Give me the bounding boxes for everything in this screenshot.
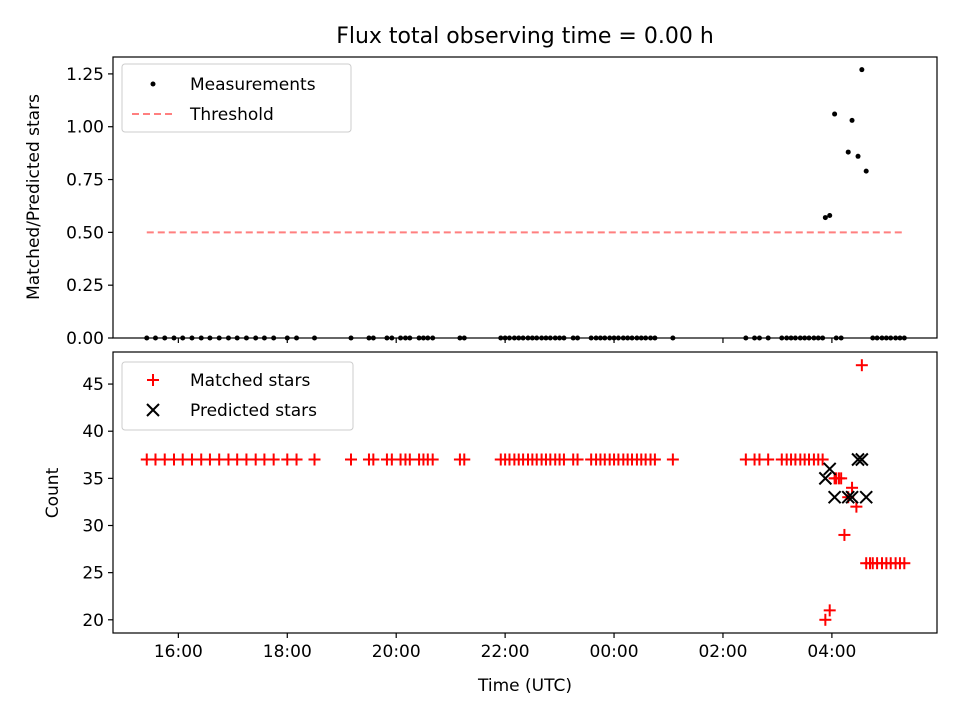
- counts-axes-frame: [112, 351, 938, 634]
- matched-star-marker: [267, 453, 280, 466]
- ratio-ytick-label: 1.25: [66, 65, 104, 85]
- matched-star-marker: [666, 453, 679, 466]
- ratio-axes-frame: [112, 56, 938, 339]
- counts-ytick-label: 20: [82, 611, 104, 631]
- ratio-y-ticks: 0.00 0.25 0.50 0.75 1.00 1.25: [66, 65, 113, 349]
- legend-matched-marker: [147, 374, 159, 386]
- matched-star-marker: [846, 481, 859, 494]
- measurement-point: [822, 215, 828, 221]
- counts-xtick-label: 02:00: [698, 642, 747, 662]
- chart-title: Flux total observing time = 0.00 h: [336, 24, 714, 49]
- ratio-legend: Measurements Threshold: [121, 63, 352, 133]
- legend-threshold-label: Threshold: [189, 105, 274, 125]
- measurement-point: [855, 153, 861, 159]
- matched-star-marker: [426, 453, 439, 466]
- legend-predicted-label: Predicted stars: [190, 401, 317, 421]
- matched-star-marker: [308, 453, 321, 466]
- counts-xtick-label: 04:00: [807, 642, 856, 662]
- counts-legend-box: [121, 361, 354, 431]
- ratio-ytick-label: 0.50: [66, 223, 104, 243]
- legend-measurements-label: Measurements: [190, 75, 316, 95]
- counts-x-axis-label: Time (UTC): [477, 676, 572, 696]
- counts-y-axis-label: Count: [43, 467, 63, 518]
- matched-star-marker: [648, 453, 661, 466]
- ratio-ytick-label: 0.25: [66, 276, 104, 296]
- ratio-ytick-label: 1.00: [66, 118, 104, 138]
- measurement-point: [845, 149, 851, 155]
- ratio-x-ticks: [177, 338, 833, 343]
- measurement-point: [849, 117, 855, 123]
- counts-xtick-label: 16:00: [154, 642, 203, 662]
- matched-star-marker: [823, 604, 836, 617]
- matched-star-marker: [819, 613, 832, 626]
- predicted-star-marker: [823, 462, 837, 476]
- ratio-y-axis-label: Matched/Predicted stars: [24, 94, 44, 300]
- matched-star-marker: [855, 359, 868, 372]
- matched-star-marker: [571, 453, 584, 466]
- counts-xtick-label: 22:00: [481, 642, 530, 662]
- measurement-point: [859, 67, 865, 73]
- counts-x-ticks: 16:00 18:00 20:00 22:00 00:00 02:00 04:00: [154, 633, 856, 662]
- matched-star-marker: [458, 453, 471, 466]
- predicted-star-marker: [841, 490, 855, 504]
- counts-legend: Matched stars Predicted stars: [121, 361, 354, 431]
- measurement-point: [827, 212, 833, 218]
- matched-star-marker: [762, 453, 775, 466]
- legend-matched-label: Matched stars: [190, 371, 310, 391]
- predicted-star-marker: [827, 490, 842, 504]
- matched-star-marker: [898, 557, 911, 570]
- legend-measurements-marker: [150, 81, 156, 87]
- legend-predicted-marker: [146, 403, 160, 417]
- matched-star-marker: [816, 453, 829, 466]
- ratio-ytick-label: 0.00: [66, 329, 104, 349]
- predicted-star-marker: [851, 452, 865, 467]
- matched-star-marker: [838, 528, 851, 541]
- matched-star-marker: [864, 557, 877, 570]
- measurement-point: [832, 111, 838, 117]
- counts-y-ticks: 20 25 30 35 40 45: [82, 375, 113, 631]
- predicted-star-marker: [855, 452, 869, 467]
- counts-panel: 20 25 30 35 40 45 16:00 18:00 20:00 22:00 00:00 02…: [43, 351, 938, 696]
- counts-ytick-label: 25: [82, 564, 104, 584]
- ratio-panel: 0.00 0.25 0.50 0.75 1.00 1.25 Matched/Predict…: [24, 56, 938, 349]
- counts-xtick-label: 18:00: [263, 642, 312, 662]
- matched-star-marker: [344, 453, 357, 466]
- predicted-star-marker: [859, 490, 873, 504]
- matched-star-marker: [832, 472, 845, 485]
- predicted-star-marker: [818, 471, 833, 486]
- measurement-point: [863, 168, 869, 174]
- counts-marks: [140, 359, 911, 626]
- counts-ytick-label: 30: [82, 517, 104, 537]
- ratio-legend-box: [121, 63, 352, 133]
- matched-star-marker: [290, 453, 303, 466]
- matched-star-marker: [367, 453, 380, 466]
- counts-xtick-label: 00:00: [590, 642, 639, 662]
- counts-ytick-label: 40: [82, 422, 104, 442]
- counts-ytick-label: 35: [82, 469, 104, 489]
- counts-xtick-label: 20:00: [372, 642, 421, 662]
- ratio-ytick-label: 0.75: [66, 171, 104, 191]
- predicted-star-marker: [845, 490, 859, 504]
- counts-ytick-label: 45: [82, 375, 104, 395]
